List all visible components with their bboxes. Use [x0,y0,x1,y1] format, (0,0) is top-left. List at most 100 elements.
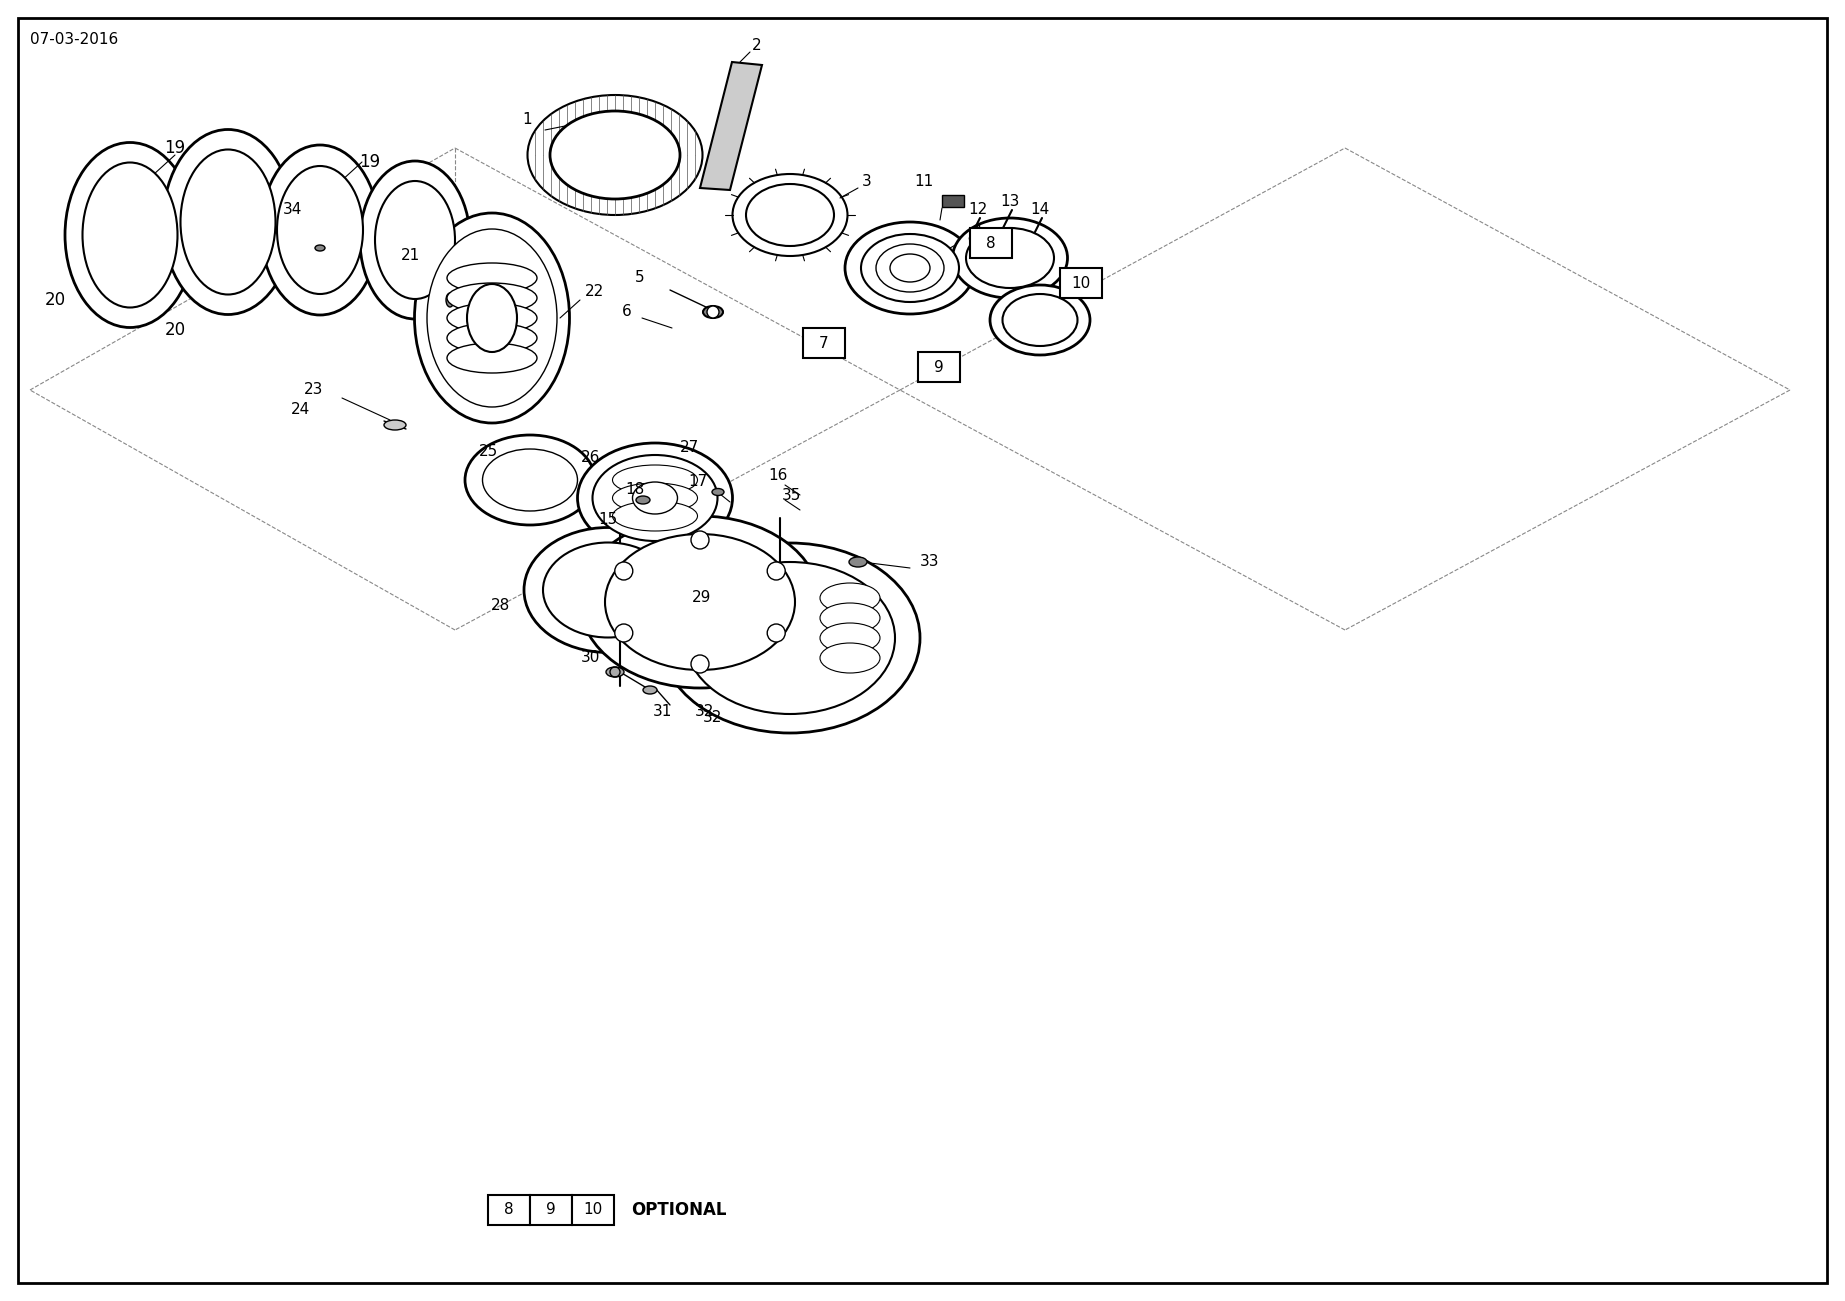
Text: 6: 6 [622,304,633,320]
Text: 07-03-2016: 07-03-2016 [30,33,118,47]
Ellipse shape [592,455,718,541]
Bar [572,1196,614,1226]
Text: 8: 8 [987,235,996,251]
Text: 14: 14 [1030,203,1050,217]
Ellipse shape [375,181,456,299]
Ellipse shape [991,285,1090,355]
Text: 35: 35 [782,488,801,502]
Circle shape [692,531,708,549]
Polygon shape [699,62,762,190]
Text: 33: 33 [921,554,939,570]
Circle shape [692,654,708,673]
Text: 19: 19 [164,139,186,157]
Ellipse shape [384,420,406,431]
Text: 3: 3 [862,174,871,190]
Ellipse shape [360,161,470,319]
Ellipse shape [579,516,819,688]
Text: 25: 25 [478,445,498,459]
Ellipse shape [465,435,594,526]
Ellipse shape [83,163,177,307]
Text: 7: 7 [819,336,828,350]
Ellipse shape [819,623,880,653]
Text: 32: 32 [696,705,714,719]
Text: 34: 34 [282,203,303,217]
Text: 31: 31 [653,705,672,719]
Text: 24: 24 [292,402,310,418]
Ellipse shape [605,667,624,677]
Text: 30: 30 [581,650,600,666]
Ellipse shape [426,229,557,407]
Circle shape [707,306,720,317]
Text: 5: 5 [635,271,646,285]
Ellipse shape [277,167,363,294]
Ellipse shape [862,234,959,302]
Ellipse shape [1002,294,1077,346]
Ellipse shape [605,533,795,670]
Text: 1: 1 [522,112,531,127]
Text: 23: 23 [304,382,323,398]
Text: 11: 11 [915,174,934,190]
Ellipse shape [661,580,779,660]
Circle shape [614,562,633,580]
Ellipse shape [577,444,732,553]
Circle shape [614,624,633,641]
Ellipse shape [661,543,921,732]
Text: 4: 4 [972,225,982,239]
Ellipse shape [633,481,677,514]
Ellipse shape [703,306,723,317]
Ellipse shape [849,557,867,567]
Ellipse shape [819,602,880,634]
Text: 18: 18 [625,483,644,497]
Ellipse shape [613,483,697,513]
Bar [943,195,963,207]
Ellipse shape [467,284,517,353]
Ellipse shape [528,95,703,215]
Text: 26: 26 [581,450,600,466]
Text: 9: 9 [934,359,945,375]
Ellipse shape [646,567,793,673]
Ellipse shape [260,144,378,315]
Ellipse shape [162,130,293,315]
Circle shape [768,624,786,641]
Bar [970,228,1013,258]
Ellipse shape [446,263,537,293]
Ellipse shape [315,245,325,251]
Text: 15: 15 [600,513,618,527]
Text: 2: 2 [753,38,762,52]
Text: 16: 16 [768,467,788,483]
Ellipse shape [876,245,945,291]
Text: 20: 20 [164,321,186,340]
Ellipse shape [952,219,1068,298]
Bar [530,1196,572,1226]
Bar [919,353,959,382]
Ellipse shape [415,213,570,423]
Text: 9: 9 [546,1202,555,1218]
Ellipse shape [446,323,537,353]
Text: 8: 8 [504,1202,513,1218]
Ellipse shape [745,183,834,246]
Ellipse shape [732,174,847,256]
Text: 28: 28 [491,597,509,613]
Ellipse shape [644,686,657,693]
Text: 21: 21 [400,247,421,263]
Ellipse shape [446,343,537,373]
Bar [487,1196,530,1226]
Ellipse shape [542,543,673,637]
Text: 10: 10 [583,1202,603,1218]
Ellipse shape [483,449,577,511]
Ellipse shape [446,284,537,314]
Bar [1061,268,1101,298]
Ellipse shape [637,496,649,503]
Ellipse shape [819,643,880,673]
Ellipse shape [684,562,895,714]
Ellipse shape [613,464,697,494]
Text: 13: 13 [1000,195,1020,209]
Ellipse shape [446,293,454,307]
Ellipse shape [550,111,681,199]
Text: 27: 27 [681,441,699,455]
Ellipse shape [524,527,692,653]
Text: 19: 19 [360,154,380,170]
Text: 22: 22 [585,285,605,299]
Ellipse shape [967,228,1053,288]
Ellipse shape [845,222,974,314]
